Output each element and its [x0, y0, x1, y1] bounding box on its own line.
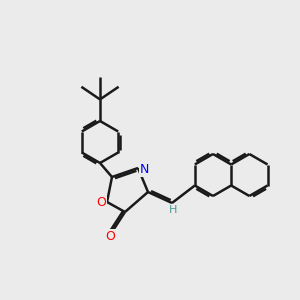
Text: O: O	[106, 230, 116, 243]
Text: O: O	[97, 196, 106, 208]
Text: N: N	[140, 163, 149, 176]
Text: H: H	[168, 205, 177, 214]
